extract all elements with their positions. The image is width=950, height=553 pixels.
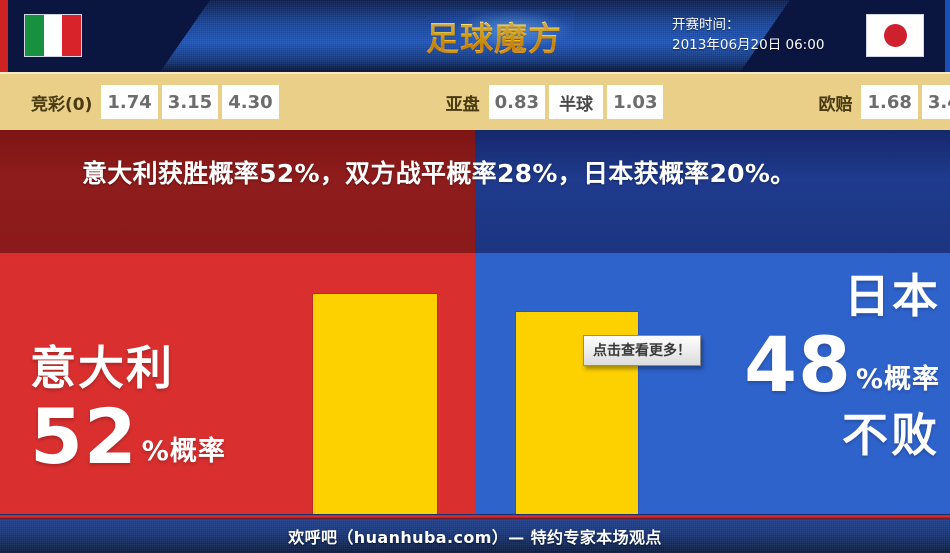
italy-flag-green-band <box>25 15 44 56</box>
away-team-name: 日本 <box>844 269 940 323</box>
click-for-more-tooltip[interactable]: 点击查看更多！ <box>583 335 701 366</box>
footer-red-separator <box>0 514 950 519</box>
italy-flag-red-band <box>62 15 82 56</box>
odds-group-label: 欧赔 <box>818 94 853 115</box>
away-team-stats: 日本 48 %概率 不败 <box>660 269 940 461</box>
kickoff-time-block: 开赛时间： 2013年06月20日 06:00 <box>672 15 862 55</box>
home-team-percent-row: 52 %概率 <box>30 399 300 475</box>
odds-group-asian-handicap: 亚盘 0.83 半球 1.03 <box>437 85 668 119</box>
away-team-percent-suffix: %概率 <box>855 364 940 395</box>
odds-value-ah-line[interactable]: 半球 <box>549 85 604 119</box>
footer-bar: 欢呼吧（huanhuba.com）— 特约专家本场观点 <box>0 519 950 553</box>
site-logo[interactable]: 足球魔方 <box>414 10 574 62</box>
odds-value-ah-home[interactable]: 0.83 <box>488 85 546 119</box>
away-team-percent-row: 48 %概率 <box>660 327 940 403</box>
japan-flag-icon <box>866 14 924 57</box>
left-red-edge <box>0 0 8 72</box>
home-team-name: 意大利 <box>30 341 174 395</box>
odds-value-ah-away[interactable]: 1.03 <box>607 85 664 119</box>
right-blue-edge <box>945 0 950 72</box>
home-team-stats: 意大利 52 %概率 <box>30 341 300 475</box>
odds-value-home-win[interactable]: 1.74 <box>101 85 158 119</box>
odds-value-draw[interactable]: 3.15 <box>161 85 219 119</box>
logo-glow <box>414 10 574 62</box>
probability-bar-chart: 意大利 52 %概率 日本 48 %概率 不败 <box>0 253 950 514</box>
italy-flag-icon <box>24 14 82 57</box>
japan-flag-sun-disc <box>883 24 907 47</box>
probability-statement-text: 意大利获胜概率52%，双方战平概率28%，日本获概率20%。 <box>82 159 796 188</box>
odds-value-away-win[interactable]: 4.30 <box>222 85 279 119</box>
site-logo-text: 足球魔方 <box>426 12 562 60</box>
footer-credit-text: 欢呼吧（huanhuba.com）— 特约专家本场观点 <box>288 528 662 547</box>
home-team-percent-suffix: %概率 <box>141 436 226 467</box>
odds-bar: 竞彩(0) 1.74 3.15 4.30 亚盘 0.83 半球 1.03 欧赔 … <box>0 72 950 130</box>
away-team-percent-number: 48 <box>744 320 852 409</box>
odds-group-label: 竞彩(0) <box>31 94 93 115</box>
odds-value-eu-home[interactable]: 1.68 <box>861 85 918 119</box>
header-bar: 足球魔方 开赛时间： 2013年06月20日 06:00 <box>0 0 950 72</box>
odds-group-jingcai: 竞彩(0) 1.74 3.15 4.30 <box>22 85 283 119</box>
footer-texture <box>0 519 950 553</box>
odds-group-label: 亚盘 <box>445 94 480 115</box>
kickoff-label: 开赛时间： <box>672 17 740 33</box>
odds-value-eu-draw[interactable]: 3.49 <box>921 85 950 119</box>
away-team-tagline: 不败 <box>842 408 940 462</box>
banner-right-half <box>475 130 950 253</box>
probability-statement-banner: 意大利获胜概率52%，双方战平概率28%，日本获概率20%。 <box>0 130 950 253</box>
banner-left-half <box>0 130 475 253</box>
home-team-percent-number: 52 <box>30 392 138 481</box>
italy-flag-white-band <box>43 15 63 56</box>
odds-group-european: 欧赔 1.68 3.49 5.09 <box>809 85 950 119</box>
bar-home-team[interactable] <box>313 294 437 514</box>
kickoff-value: 2013年06月20日 06:00 <box>672 37 825 53</box>
